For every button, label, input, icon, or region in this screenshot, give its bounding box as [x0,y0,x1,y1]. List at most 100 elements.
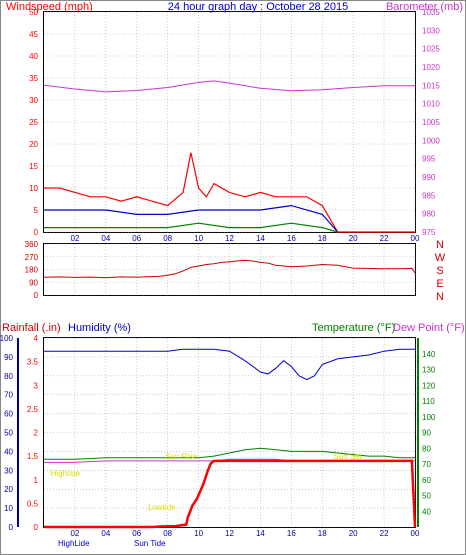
wind-baro-plot-frame [43,11,416,233]
barometer-tick-label: 980 [422,210,436,219]
temperature-series-line [44,447,415,460]
barometer-tick-label: 975 [422,228,436,237]
rainfall-tick-label: 2.5 [27,405,39,414]
barometer-axis-title: Barometer (mb) [386,1,463,13]
humidity-tick-label: 0 [9,523,14,532]
direction-tick-label: 90 [29,278,38,287]
humidity-series-line [44,348,415,381]
humidity-tick-label: 20 [4,485,13,494]
tide-annotation-label: Lowtide [148,503,176,512]
x-tick-label: 10 [194,234,203,243]
x-tick-label: 08 [163,234,172,243]
compass-label: E [436,278,443,290]
tide-annotation-label: Hightide [51,469,81,478]
windspeed-tick-label: 50 [29,8,38,17]
x-tick-label: 08 [163,529,172,538]
x-tick-label: 00 [411,529,420,538]
temperature-tick-label: 140 [422,350,436,359]
x-tick-label: 16 [287,234,296,243]
x-tick-label: 06 [132,234,141,243]
x-tick-label: 00 [411,234,420,243]
x-tick-label: 16 [287,529,296,538]
humidity-tick-label: 100 [0,334,14,343]
x-tick-label: 20 [349,529,358,538]
humidity-tick-label: 50 [4,429,13,438]
temperature-tick-label: 120 [422,381,436,390]
temperature-tick-label: 50 [422,492,431,501]
humidity-tick-label: 90 [4,353,13,362]
barometer-tick-label: 1015 [422,81,440,90]
tide-annotation-label: Sun Set [334,452,363,461]
barometer-series-line [43,80,415,93]
rainfall-tick-label: 3 [34,381,39,390]
humidity-tick-label: 40 [4,447,13,456]
windspeed-tick-label: 40 [29,52,38,61]
humidity-tick-label: 80 [4,372,13,381]
windspeed-tick-label: 10 [29,184,38,193]
humidity-tick-label: 30 [4,466,13,475]
direction-tick-label: 270 [25,253,39,262]
avg-wind-series-line [44,204,339,233]
compass-label: N [436,239,444,251]
direction-tick-label: 360 [25,240,39,249]
direction-tick-label: 180 [25,266,39,275]
wind-direction-series-line [43,259,416,279]
barometer-tick-label: 990 [422,173,436,182]
windspeed-tick-label: 35 [29,74,38,83]
windspeed-tick-label: 30 [29,96,38,105]
x-tick-label: 04 [101,529,110,538]
x-tick-label: 22 [380,529,389,538]
humidity-tick-label: 10 [4,504,13,513]
temperature-tick-label: 100 [422,413,436,422]
compass-label: W [435,252,446,264]
bottom-tide-label: Sun Tide [134,539,166,548]
direction-tick-label: 0 [34,291,39,300]
compass-label: N [436,291,444,303]
x-tick-label: 20 [349,234,358,243]
windspeed-tick-label: 45 [29,30,38,39]
barometer-tick-label: 1000 [422,136,440,145]
temperature-tick-label: 80 [422,444,431,453]
barometer-tick-label: 1025 [422,45,440,54]
windspeed-tick-label: 20 [29,140,38,149]
x-tick-label: 06 [132,529,141,538]
windspeed-tick-label: 25 [29,118,38,127]
x-tick-label: 14 [256,234,265,243]
windspeed-axis-title: Windspeed (mph) [6,1,93,13]
tide-annotation-label: Sun Rise [165,452,198,461]
x-tick-label: 12 [225,529,234,538]
temperature-tick-label: 40 [422,507,431,516]
x-tick-label: 18 [318,234,327,243]
x-tick-label: 04 [101,234,110,243]
x-tick-label: 22 [380,234,389,243]
barometer-tick-label: 1010 [422,100,440,109]
x-tick-label: 02 [70,234,79,243]
barometer-tick-label: 985 [422,191,436,200]
temperature-tick-label: 90 [422,429,431,438]
dewpoint-axis-title: Dew Point (°F) [393,322,465,334]
x-tick-label: 14 [256,529,265,538]
windspeed-tick-label: 15 [29,162,38,171]
temperature-tick-label: 130 [422,366,436,375]
windspeed-tick-label: 5 [34,206,39,215]
temperature-tick-label: 110 [422,397,435,406]
rainfall-series-line [44,459,417,529]
rainfall-tick-label: 2 [34,429,39,438]
barometer-tick-label: 1005 [422,118,440,127]
barometer-tick-label: 1020 [422,63,440,72]
rainfall-tick-label: 1 [34,476,39,485]
x-tick-label: 18 [318,529,327,538]
x-tick-label: 12 [225,234,234,243]
bottom-tide-label: HighLide [58,539,90,548]
x-tick-label: 02 [70,529,79,538]
rainfall-tick-label: 0.5 [27,499,39,508]
temperature-tick-label: 70 [422,460,431,469]
rainfall-tick-label: 1.5 [27,452,39,461]
humidity-tick-label: 60 [4,410,13,419]
compass-label: S [436,265,443,277]
temperature-tick-label: 60 [422,476,431,485]
direction-plot-frame [43,243,416,296]
chart-title: 24 hour graph day : October 28 2015 [168,1,348,13]
temp-hum-plot-frame [43,337,416,528]
